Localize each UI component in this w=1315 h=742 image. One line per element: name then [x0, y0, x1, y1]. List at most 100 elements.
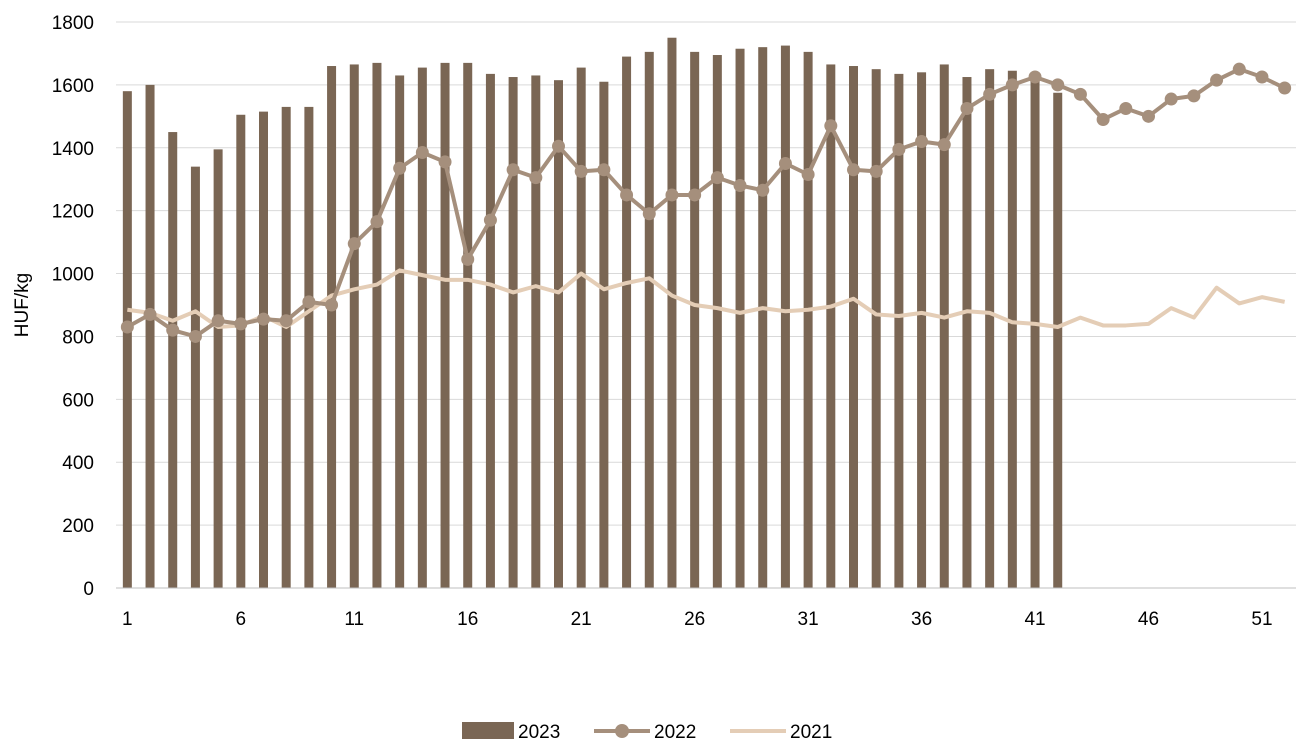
point-2022	[1142, 109, 1155, 123]
point-2022	[847, 163, 860, 177]
x-tick-label: 51	[1251, 609, 1272, 630]
point-2022	[1187, 89, 1201, 103]
x-tick-label: 46	[1138, 609, 1159, 630]
point-2022	[1073, 87, 1087, 101]
bar-2023	[145, 84, 155, 588]
bar-2023	[758, 47, 768, 588]
point-2022	[688, 188, 702, 202]
point-2022	[279, 314, 293, 328]
point-2022	[325, 298, 339, 312]
legend-swatch-2023	[462, 722, 514, 739]
y-axis-title: HUF/kg	[12, 273, 33, 337]
bar-2023	[190, 166, 200, 588]
y-tick-labels: 0 200 400 600 800 1000 1200 1400 1600 1800	[52, 13, 94, 600]
point-2022	[347, 237, 361, 251]
bar-2023	[372, 62, 382, 588]
bars-2023	[122, 37, 1063, 589]
y-tick-label: 1000	[52, 265, 94, 286]
y-tick-label: 400	[62, 453, 94, 474]
bar-2023	[712, 55, 722, 589]
point-2022	[1232, 62, 1246, 76]
point-2022	[778, 157, 792, 170]
bar-2023	[1007, 70, 1017, 588]
bar-2023	[1030, 73, 1040, 589]
bar-2023	[485, 73, 495, 589]
point-2022	[1005, 78, 1019, 92]
point-2022	[756, 183, 770, 197]
point-2022	[869, 164, 883, 178]
bar-2023	[576, 67, 586, 589]
x-tick-label: 6	[236, 609, 247, 630]
bar-2023	[236, 114, 246, 588]
point-2022	[415, 145, 429, 159]
bar-2023	[690, 51, 700, 589]
y-tick-label: 1400	[52, 139, 94, 160]
gridlines	[116, 21, 1296, 526]
x-tick-label: 11	[344, 609, 364, 630]
x-tick-label: 1	[122, 609, 133, 630]
point-2022	[461, 252, 475, 266]
point-2022	[552, 139, 565, 153]
point-2022	[506, 163, 520, 177]
point-2022	[166, 323, 180, 337]
legend-label-2022: 2022	[654, 722, 696, 742]
x-tick-label: 21	[571, 609, 592, 630]
bar-2023	[826, 64, 836, 588]
bar-2023	[939, 64, 949, 588]
bar-2023	[849, 66, 858, 589]
bar-2023	[1053, 92, 1063, 588]
point-2022	[529, 171, 543, 185]
bar-2023	[304, 106, 314, 589]
point-2022	[1278, 81, 1292, 95]
point-2022	[620, 188, 634, 202]
y-tick-label: 1200	[52, 202, 94, 223]
point-2022	[1164, 92, 1178, 106]
y-tick-label: 800	[62, 327, 94, 348]
bar-2023	[463, 62, 473, 588]
point-2022	[915, 134, 929, 148]
bar-2023	[894, 73, 904, 589]
x-tick-label: 16	[457, 609, 478, 630]
point-2022	[120, 320, 134, 334]
bar-2023	[554, 80, 563, 588]
y-tick-label: 1800	[52, 13, 94, 34]
legend-label-2021: 2021	[790, 722, 832, 742]
line-series	[120, 62, 1292, 343]
bar-2023	[644, 51, 654, 589]
bar-2023	[871, 69, 881, 588]
point-2022	[710, 171, 724, 185]
legend-marker-2022	[615, 724, 629, 738]
point-2022	[393, 161, 407, 175]
x-tick-label: 26	[684, 609, 705, 630]
point-2022	[801, 168, 815, 182]
point-2022	[937, 138, 951, 152]
bar-2023	[440, 62, 450, 588]
point-2022	[234, 317, 248, 331]
point-2022	[597, 163, 611, 177]
bar-2023	[281, 106, 291, 589]
bar-2023	[735, 48, 745, 588]
bar-2023	[122, 91, 132, 588]
bar-2023	[259, 111, 268, 588]
point-2022	[438, 155, 452, 169]
point-2022	[1255, 70, 1269, 84]
bar-2023	[531, 75, 541, 588]
point-2022	[1210, 73, 1224, 87]
point-2022	[733, 179, 747, 193]
point-2022	[983, 87, 997, 101]
bar-2023	[803, 51, 813, 589]
point-2022	[211, 314, 225, 328]
point-2022	[370, 215, 384, 229]
bar-2023	[962, 77, 972, 589]
point-2022	[143, 307, 157, 321]
point-2022	[1051, 78, 1065, 92]
point-2022	[257, 312, 270, 326]
point-2022	[892, 142, 906, 156]
point-2022	[302, 295, 316, 309]
bar-2023	[395, 75, 405, 588]
x-tick-labels: 1 6 11 16 21 26 31 36 41 46 51	[122, 609, 1272, 630]
legend: 2023 2022 2021	[462, 722, 832, 742]
y-tick-label: 0	[83, 579, 94, 600]
bar-2023	[168, 132, 178, 589]
